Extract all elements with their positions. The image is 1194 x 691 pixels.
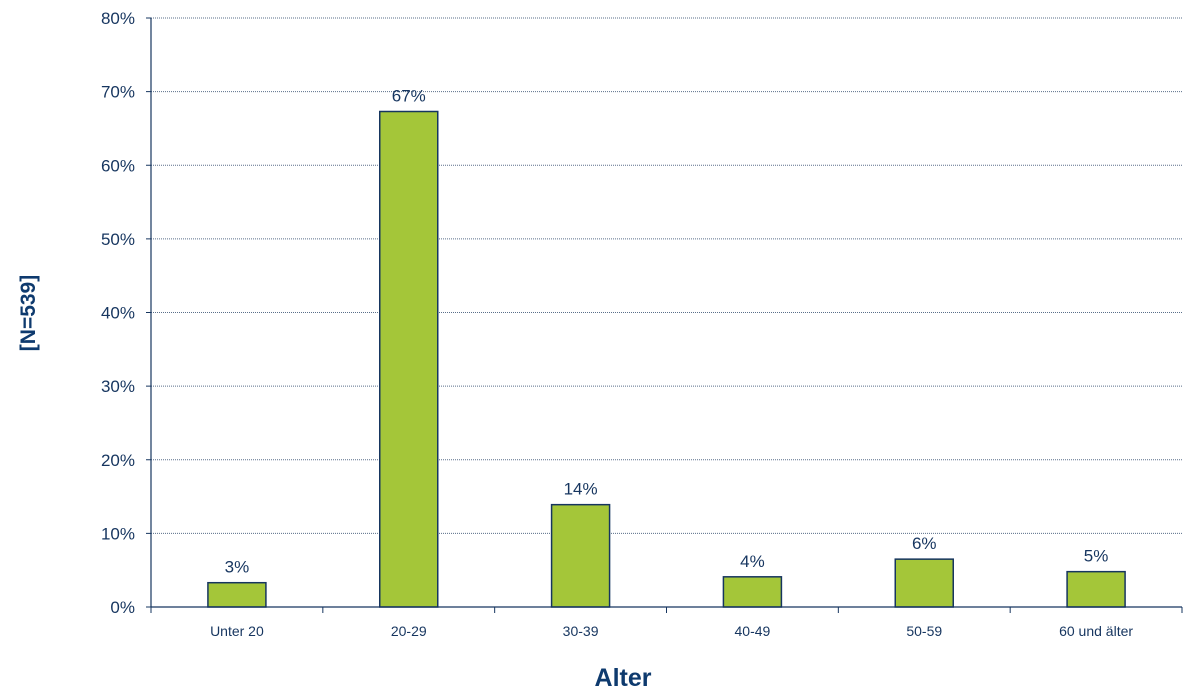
bar [379, 110, 439, 608]
x-tick-label: Unter 20 [210, 623, 264, 639]
data-label: 67% [392, 87, 426, 106]
y-tick-label: 10% [101, 524, 135, 543]
bar [207, 581, 267, 608]
bar [1066, 570, 1126, 608]
x-tick-label: 60 und älter [1059, 623, 1133, 639]
x-tick-label: 30-39 [563, 623, 599, 639]
y-axis-title: [N=539] [17, 275, 40, 351]
data-label: 6% [912, 534, 937, 553]
gridlines [151, 17, 1182, 534]
bar [550, 503, 611, 608]
y-tick-label: 0% [110, 598, 135, 617]
x-tick-label: 20-29 [391, 623, 427, 639]
x-tick-label: 50-59 [906, 623, 942, 639]
data-label: 4% [740, 552, 765, 571]
x-axis-title: Alter [595, 664, 652, 691]
y-tick-label: 20% [101, 451, 135, 470]
axes [146, 17, 1183, 613]
y-tick-label: 40% [101, 304, 135, 323]
y-tick-label: 60% [101, 156, 135, 175]
y-tick-label: 80% [101, 9, 135, 28]
y-tick-label: 50% [101, 230, 135, 249]
x-tick-label: 40-49 [735, 623, 771, 639]
data-label: 5% [1084, 547, 1109, 566]
y-tick-label: 30% [101, 377, 135, 396]
data-label: 14% [564, 480, 598, 499]
bar [894, 558, 954, 608]
y-tick-label: 70% [101, 83, 135, 102]
bar [722, 576, 783, 608]
bars [207, 110, 1126, 608]
labels: 0% 10% 20% 30% 40% 50% 60% 70% 80% 3% Unter 20 67% 2… [101, 9, 1133, 639]
data-label: 3% [225, 558, 250, 577]
